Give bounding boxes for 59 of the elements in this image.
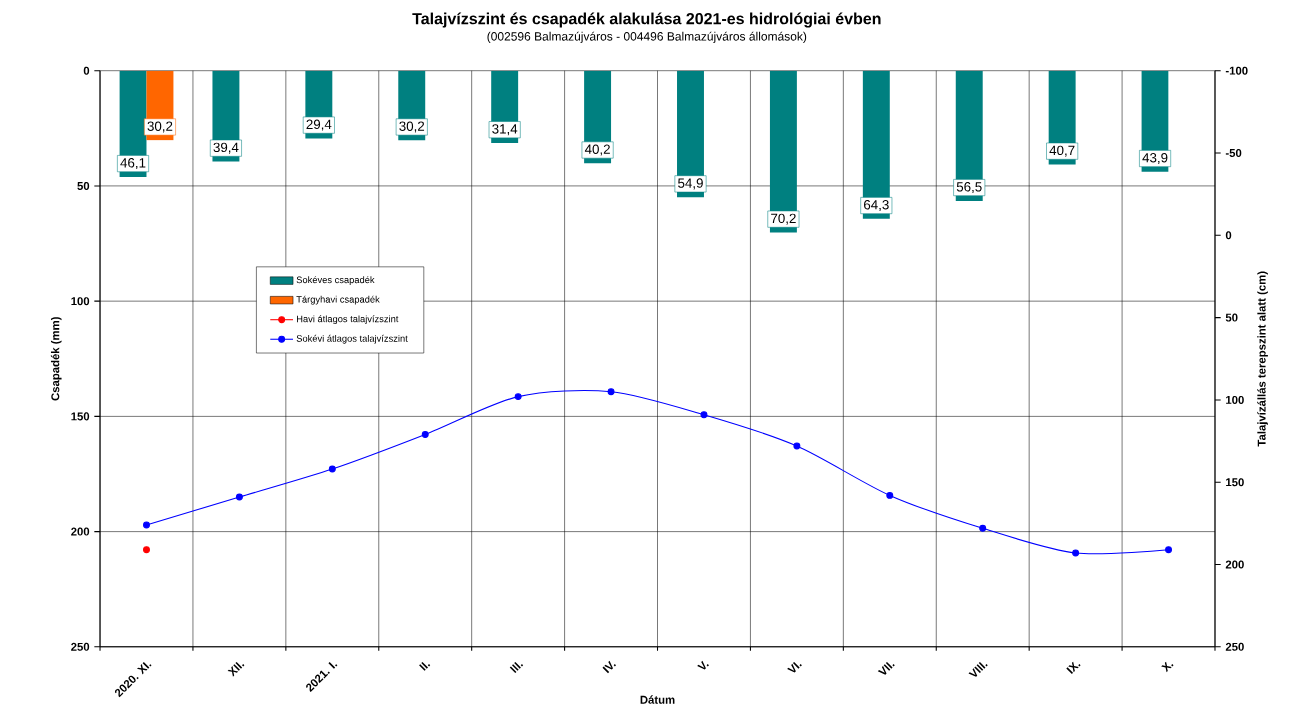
point (328, 465, 336, 473)
x-tick-label: III. (509, 662, 524, 674)
data-label: 30,2 (147, 121, 173, 133)
x-axis-title: Dátum (640, 695, 675, 705)
x-tick-label: IX. (1066, 661, 1081, 675)
y2-tick-label: 50 (1225, 313, 1238, 322)
data-label: 39,4 (213, 142, 239, 154)
data-label: 31,4 (492, 124, 518, 136)
point (700, 411, 708, 419)
y-tick-label: 250 (71, 643, 90, 652)
y2-tick-label: 200 (1225, 560, 1244, 569)
y-tick-label: 200 (71, 527, 90, 536)
chart-title: Talajvízszint és csapadék alakulása 2021-es hidrológiai évben (412, 12, 881, 28)
data-label: 40,7 (1049, 145, 1075, 157)
data-label: 30,2 (399, 121, 425, 133)
legend-label: Sokévi átlagos talajvízszint (296, 335, 408, 344)
chart-subtitle: (002596 Balmazújváros - 004496 Balmazújváros állomások) (487, 31, 807, 44)
legend-label: Sokéves csapadék (296, 276, 375, 286)
point (886, 492, 894, 500)
point (143, 521, 150, 529)
x-tick-label: VII. (877, 662, 895, 675)
point (421, 431, 429, 439)
data-label: 29,4 (306, 119, 332, 131)
y-tick-label: 100 (71, 297, 90, 306)
point (143, 546, 150, 554)
point (607, 388, 615, 396)
y-tick-label: 50 (77, 182, 90, 191)
point (1165, 546, 1173, 554)
point (514, 393, 522, 401)
data-label: 40,2 (584, 144, 610, 156)
x-tick-label: VIII. (968, 662, 988, 678)
y-tick-label: 150 (71, 412, 90, 421)
data-label: 54,9 (678, 178, 703, 190)
data-label: 56,5 (956, 182, 982, 194)
point (979, 525, 987, 533)
data-label: 70,2 (771, 213, 796, 225)
x-tick-label: II. (419, 662, 431, 672)
x-tick-label: IV. (602, 660, 617, 674)
y2-axis-title: Talajvízállás terepszint alatt (cm) (1257, 271, 1268, 447)
point (793, 442, 801, 450)
point (1072, 549, 1080, 557)
y2-tick-label: 250 (1225, 643, 1244, 652)
data-label: 43,9 (1142, 153, 1168, 165)
data-label: 64,3 (864, 200, 889, 212)
point (235, 493, 243, 501)
x-tick-label: X. (1161, 661, 1174, 673)
y2-tick-label: -100 (1225, 66, 1248, 75)
y2-tick-label: 100 (1226, 396, 1244, 405)
y-axis-title: Csapadék (mm) (50, 317, 62, 401)
y2-tick-label: 0 (1225, 231, 1232, 240)
x-tick-label: V. (697, 660, 709, 670)
x-tick-label: XII. (227, 662, 245, 677)
y-tick-label: 0 (83, 66, 90, 75)
legend-label: Havi átlagos talajvízszint (297, 315, 399, 325)
legend-label: Tárgyhavi csapadék (296, 295, 380, 305)
data-label: 46,1 (120, 158, 146, 170)
y2-tick-label: -50 (1225, 149, 1242, 158)
x-tick-label: VI. (787, 662, 802, 673)
y2-tick-label: 150 (1226, 478, 1244, 487)
